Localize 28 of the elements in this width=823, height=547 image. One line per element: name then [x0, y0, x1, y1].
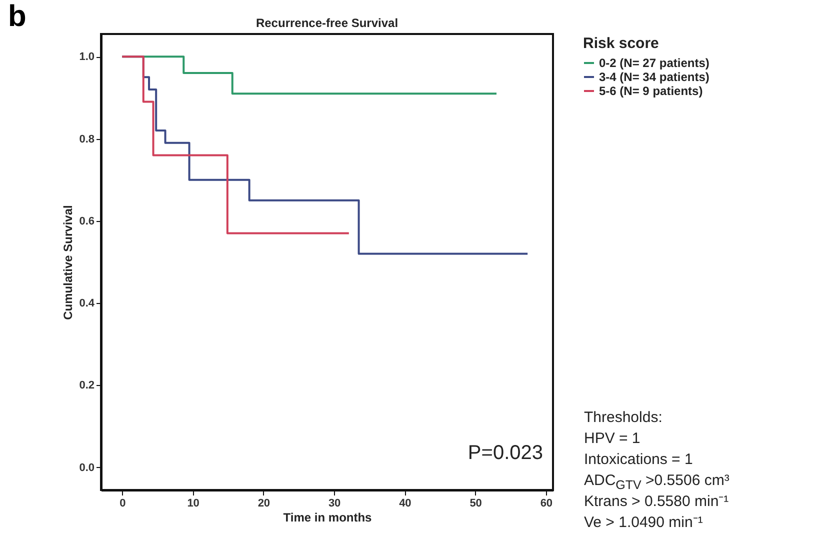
legend-label: 0-2 (N= 27 patients)	[599, 56, 710, 70]
x-tick-label: 60	[540, 498, 553, 510]
y-tick-label: 0.0	[79, 462, 94, 474]
y-tick-label: 1.0	[79, 51, 94, 64]
x-tick-label: 20	[258, 498, 270, 510]
text: Intoxications = 1	[584, 450, 694, 470]
y-axis-title: Cumulative Survival	[61, 205, 76, 320]
legend-label: 5-6 (N= 9 patients)	[599, 84, 703, 98]
y-tick-label: 0.2	[79, 380, 94, 392]
x-tick-label: 0	[120, 498, 126, 510]
text: Ve > 1.0490 min⁻¹	[584, 513, 704, 533]
text: HPV = 1	[584, 429, 642, 449]
x-tick-label: 50	[470, 498, 482, 510]
chart-title: Recurrence-free Survival	[256, 16, 398, 30]
text: Thresholds:	[584, 408, 664, 428]
x-tick-label: 30	[328, 498, 341, 510]
y-tick-label: 0.8	[79, 133, 94, 146]
annotation: P=0.023	[468, 442, 543, 464]
legend-label: 3-4 (N= 34 patients)	[599, 70, 710, 84]
text: ADC$_{GTV}$ >0.5506 cm³	[584, 471, 730, 492]
y-tick-label: 0.4	[79, 298, 96, 310]
y-tick-label: 0.6	[79, 215, 94, 228]
x-tick-label: 40	[399, 498, 412, 510]
text: Ktrans > 0.5580 min⁻¹	[584, 492, 730, 512]
x-axis-title: Time in months	[283, 510, 372, 524]
x-tick-label: 10	[187, 498, 200, 510]
legend-title: Risk score	[583, 35, 659, 52]
text: b	[8, 0, 26, 34]
